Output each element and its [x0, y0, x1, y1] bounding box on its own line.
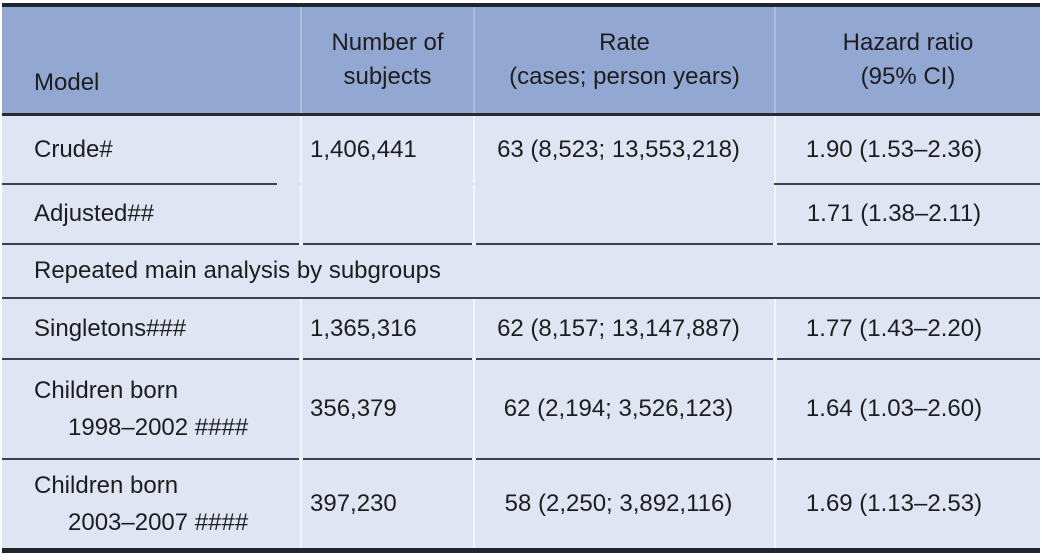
subjects-value	[300, 185, 473, 243]
section-label: Repeated main analysis by subgroups	[34, 257, 441, 284]
rate-value: 58 (2,250; 3,892,116)	[473, 460, 774, 548]
row-rule	[2, 458, 1040, 460]
rate-value	[473, 185, 774, 243]
table-row-singletons: Singletons### 1,365,316 62 (8,157; 13,14…	[2, 299, 1040, 358]
model-label: Adjusted##	[34, 200, 155, 228]
results-table: Model Number of subjects Rate (cases; pe…	[2, 3, 1040, 553]
hazard-ratio-value: 1.77 (1.43–2.20)	[774, 299, 1040, 358]
row-rule	[2, 358, 1040, 360]
column-header-model: Model	[34, 68, 100, 96]
table-header-row: Model Number of subjects Rate (cases; pe…	[2, 7, 1040, 113]
column-header-hazard-ratio: Hazard ratio (95% CI)	[774, 7, 1040, 113]
table-row-adjusted: Adjusted## 1.71 (1.38–2.11)	[2, 185, 1040, 243]
rate-value: 63 (8,523; 13,553,218)	[473, 116, 774, 183]
partial-row-rule	[2, 183, 1040, 185]
model-label-line2: 2003–2007 ####	[68, 509, 249, 536]
model-label: Children born	[34, 376, 179, 404]
model-label: Crude#	[34, 135, 113, 163]
model-label: Singletons###	[34, 314, 187, 342]
column-header-subjects: Number of subjects	[300, 7, 473, 113]
hazard-ratio-value: 1.69 (1.13–2.53)	[774, 460, 1040, 548]
rate-value: 62 (8,157; 13,147,887)	[473, 299, 774, 358]
hazard-ratio-value: 1.90 (1.53–2.36)	[774, 116, 1040, 183]
table-top-border	[2, 3, 1040, 7]
section-row-subgroups: Repeated main analysis by subgroups	[2, 245, 1040, 297]
subjects-value: 1,365,316	[300, 299, 473, 358]
model-label: Children born	[34, 471, 179, 499]
subjects-value: 1,406,441	[300, 116, 473, 183]
table-bottom-border	[2, 548, 1040, 553]
row-rule	[2, 243, 1040, 245]
rate-value: 62 (2,194; 3,526,123)	[473, 360, 774, 458]
table-row-children-1998-2002: Children born 1998–2002 #### 356,379 62 …	[2, 360, 1040, 458]
subjects-value: 397,230	[300, 460, 473, 548]
column-header-rate: Rate (cases; person years)	[473, 7, 774, 113]
hazard-ratio-value: 1.71 (1.38–2.11)	[774, 185, 1040, 243]
model-label-line2: 1998–2002 ####	[68, 414, 249, 441]
hazard-ratio-value: 1.64 (1.03–2.60)	[774, 360, 1040, 458]
header-bottom-rule	[2, 113, 1040, 116]
table-row-children-2003-2007: Children born 2003–2007 #### 397,230 58 …	[2, 460, 1040, 548]
subjects-value: 356,379	[300, 360, 473, 458]
row-rule	[2, 297, 1040, 299]
table-row-crude: Crude# 1,406,441 63 (8,523; 13,553,218) …	[2, 116, 1040, 183]
